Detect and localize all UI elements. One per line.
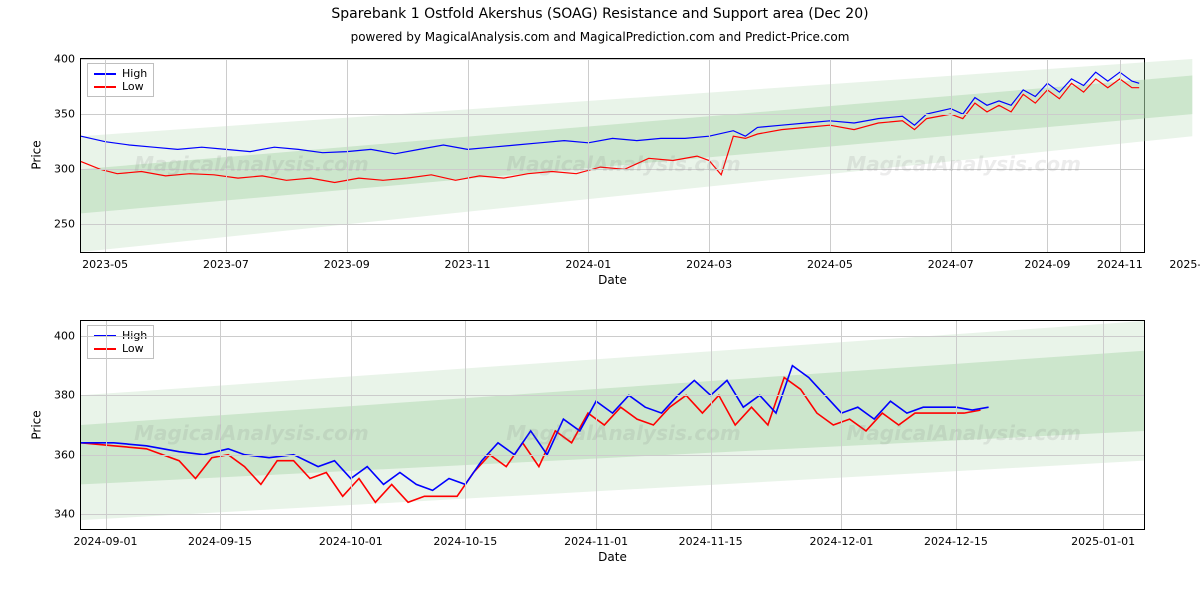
gridline-v xyxy=(709,59,710,252)
gridline-v xyxy=(956,321,957,529)
xtick-label: 2023-05 xyxy=(82,252,128,271)
xtick-label: 2024-10-01 xyxy=(319,529,383,548)
gridline-h xyxy=(81,114,1144,115)
top-chart-panel: High Low 2503003504002023-052023-072023-… xyxy=(80,58,1145,253)
gridline-h xyxy=(81,224,1144,225)
legend-label-high: High xyxy=(122,67,147,80)
xtick-label: 2023-07 xyxy=(203,252,249,271)
ytick-label: 400 xyxy=(54,329,81,342)
gridline-h xyxy=(81,455,1144,456)
xtick-label: 2024-11-01 xyxy=(564,529,628,548)
gridline-h xyxy=(81,514,1144,515)
gridline-v xyxy=(588,59,589,252)
xtick-label: 2025-01-01 xyxy=(1071,529,1135,548)
legend-row-low-b: Low xyxy=(94,342,147,355)
top-chart-svg xyxy=(81,59,1144,252)
xtick-label: 2024-12-01 xyxy=(809,529,873,548)
legend-bottom: High Low xyxy=(87,325,154,359)
gridline-h xyxy=(81,336,1144,337)
gridline-v xyxy=(1103,321,1104,529)
xtick-label: 2024-11 xyxy=(1097,252,1143,271)
xtick-label: 2025-01 xyxy=(1169,252,1200,271)
chart-subtitle: powered by MagicalAnalysis.com and Magic… xyxy=(0,30,1200,44)
legend-row-low: Low xyxy=(94,80,147,93)
bottom-ylabel: Price xyxy=(30,410,44,439)
xtick-label: 2024-09-15 xyxy=(188,529,252,548)
gridline-h xyxy=(81,169,1144,170)
gridline-v xyxy=(220,321,221,529)
top-xlabel: Date xyxy=(80,273,1145,287)
legend-row-high: High xyxy=(94,67,147,80)
xtick-label: 2024-07 xyxy=(928,252,974,271)
gridline-v xyxy=(468,59,469,252)
xtick-label: 2023-09 xyxy=(324,252,370,271)
legend-top: High Low xyxy=(87,63,154,97)
ytick-label: 350 xyxy=(54,108,81,121)
ytick-label: 360 xyxy=(54,448,81,461)
gridline-h xyxy=(81,59,1144,60)
bottom-chart-svg xyxy=(81,321,1144,529)
xtick-label: 2024-03 xyxy=(686,252,732,271)
bottom-xlabel: Date xyxy=(80,550,1145,564)
chart-title: Sparebank 1 Ostfold Akershus (SOAG) Resi… xyxy=(0,6,1200,22)
gridline-v xyxy=(105,59,106,252)
xtick-label: 2024-05 xyxy=(807,252,853,271)
legend-label-low: Low xyxy=(122,80,144,93)
ytick-label: 400 xyxy=(54,53,81,66)
gridline-v xyxy=(226,59,227,252)
gridline-v xyxy=(465,321,466,529)
top-ylabel: Price xyxy=(30,140,44,169)
ytick-label: 300 xyxy=(54,163,81,176)
legend-label-low-b: Low xyxy=(122,342,144,355)
gridline-v xyxy=(951,59,952,252)
xtick-label: 2024-09-01 xyxy=(74,529,138,548)
xtick-label: 2024-12-15 xyxy=(924,529,988,548)
gridline-h xyxy=(81,395,1144,396)
xtick-label: 2024-11-15 xyxy=(679,529,743,548)
gridline-v xyxy=(1120,59,1121,252)
ytick-label: 250 xyxy=(54,218,81,231)
ytick-label: 380 xyxy=(54,389,81,402)
xtick-label: 2024-09 xyxy=(1024,252,1070,271)
gridline-v xyxy=(711,321,712,529)
gridline-v xyxy=(106,321,107,529)
xtick-label: 2023-11 xyxy=(445,252,491,271)
gridline-v xyxy=(1047,59,1048,252)
bottom-chart-panel: High Low 3403603804002024-09-012024-09-1… xyxy=(80,320,1145,530)
gridline-v xyxy=(841,321,842,529)
xtick-label: 2024-10-15 xyxy=(433,529,497,548)
gridline-v xyxy=(596,321,597,529)
gridline-v xyxy=(351,321,352,529)
xtick-label: 2024-01 xyxy=(565,252,611,271)
ytick-label: 340 xyxy=(54,508,81,521)
gridline-v xyxy=(830,59,831,252)
gridline-v xyxy=(347,59,348,252)
